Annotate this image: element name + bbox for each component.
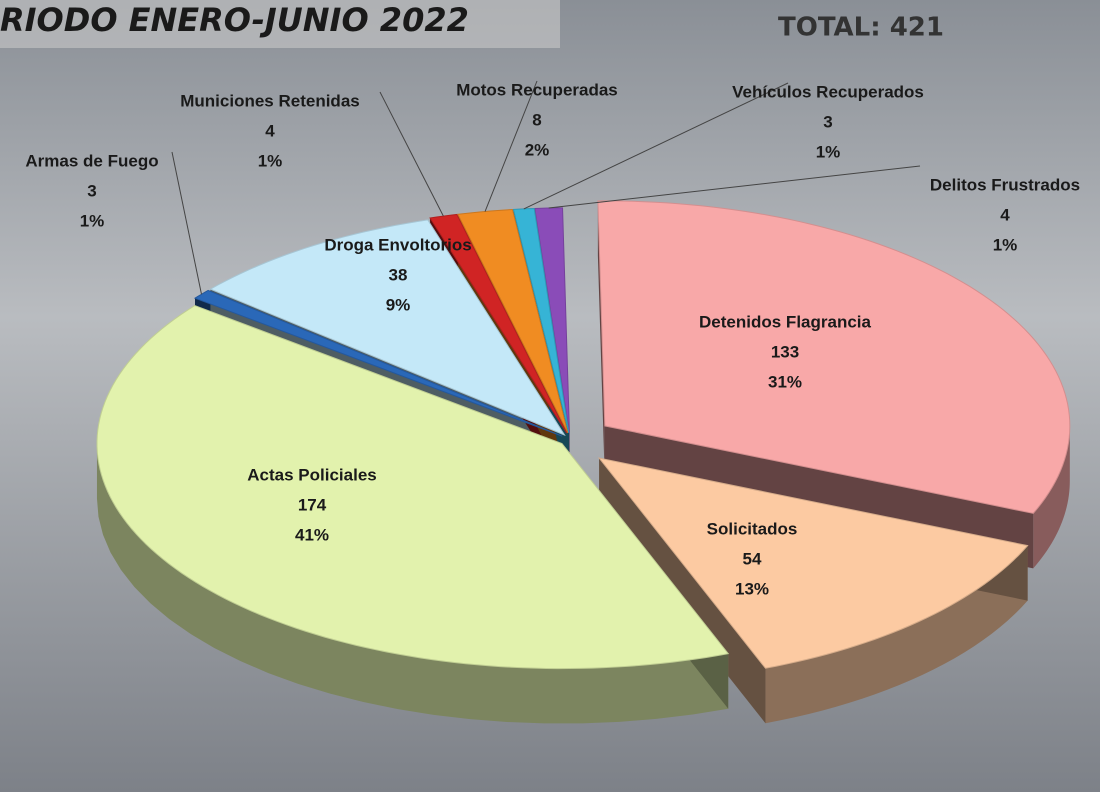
data-label-value: 4 — [1000, 205, 1010, 224]
slice — [597, 200, 1071, 514]
slice-side — [1033, 425, 1070, 569]
data-label-percent: 1% — [80, 211, 105, 230]
leader-line — [379, 91, 444, 217]
data-label-name: Detenidos Flagrancia — [699, 312, 871, 331]
data-label-percent: 41% — [295, 525, 329, 544]
data-label-value: 54 — [743, 549, 762, 568]
data-label-percent: 1% — [993, 235, 1018, 254]
data-label-value: 4 — [265, 121, 275, 140]
leader-line — [171, 151, 202, 295]
data-label-name: Solicitados — [707, 519, 798, 538]
data-label-value: 38 — [389, 265, 408, 284]
data-label-percent: 1% — [816, 142, 841, 161]
slice — [457, 208, 569, 434]
data-label-name: Vehículos Recuperados — [732, 82, 924, 101]
slice — [512, 207, 570, 433]
slice-side — [765, 545, 1028, 724]
data-label-name: Delitos Frustrados — [930, 175, 1080, 194]
data-label-value: 3 — [87, 181, 96, 200]
leader-line — [523, 82, 789, 210]
slice — [193, 289, 563, 437]
data-label-value: 174 — [298, 495, 327, 514]
data-label-percent: 31% — [768, 372, 802, 391]
data-label-value: 3 — [823, 112, 832, 131]
data-label-name: Droga Envoltorios — [324, 235, 471, 254]
data-label-value: 133 — [771, 342, 799, 361]
total-label: TOTAL: 421 — [778, 13, 944, 43]
data-label-value: 8 — [532, 110, 541, 129]
data-label-name: Actas Policiales — [247, 465, 376, 484]
slice — [96, 304, 730, 670]
slice-side — [96, 443, 729, 724]
data-label-name: Municiones Retenidas — [180, 91, 359, 110]
leader-line — [484, 80, 538, 212]
data-label-name: Armas de Fuego — [25, 151, 158, 170]
data-label-percent: 1% — [258, 151, 283, 170]
chart-title: RIODO ENERO-JUNIO 2022 — [0, 1, 469, 39]
data-label-percent: 2% — [525, 140, 550, 159]
leader-line — [548, 165, 921, 209]
slice — [534, 207, 570, 433]
data-label-name: Motos Recuperadas — [456, 80, 618, 99]
data-label-percent: 13% — [735, 579, 769, 598]
slice — [597, 457, 1029, 669]
data-label-percent: 9% — [386, 295, 411, 314]
slice — [209, 219, 566, 437]
title-band — [0, 0, 560, 48]
